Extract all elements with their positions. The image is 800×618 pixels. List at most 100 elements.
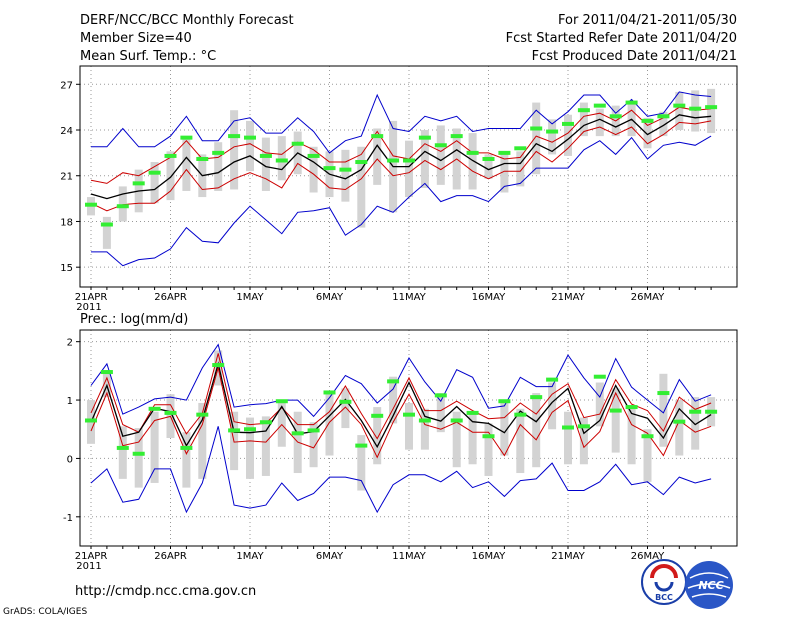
- prec-box-day-19: [373, 407, 382, 465]
- prec-ytick-label: 0: [67, 454, 73, 465]
- variable-label: Mean Surf. Temp.: °C: [80, 49, 216, 64]
- fcst-produced-date: Fcst Produced Date 2011/04/21: [532, 49, 737, 64]
- temp-observed-marker-day-11: [244, 135, 256, 140]
- temp-observed-marker-day-24: [450, 134, 463, 139]
- prec-observed-marker-day-5: [148, 406, 161, 411]
- temp-box-day-28: [516, 151, 525, 187]
- prec-box-day-25: [468, 411, 477, 465]
- prec-box-day-28: [516, 408, 525, 474]
- prec-box-day-39: [691, 397, 700, 450]
- prec-observed-marker-day-19: [371, 413, 384, 418]
- prec-observed-marker-day-2: [100, 370, 113, 375]
- prec-ytick-label: 1: [67, 396, 73, 407]
- temp-box-day-5: [150, 162, 159, 204]
- prec-observed-marker-day-34: [609, 408, 622, 413]
- prec-observed-marker-day-18: [355, 443, 368, 448]
- member-size-label: Member Size=40: [80, 31, 192, 46]
- temp-line-lower: [90, 120, 712, 212]
- temp-observed-marker-day-17: [339, 167, 352, 172]
- temp-box-day-10: [230, 110, 239, 190]
- temp-observed-marker-day-31: [562, 121, 574, 126]
- grads-credit: GrADS: COLA/IGES: [3, 607, 87, 617]
- prec-observed-marker-day-7: [180, 445, 193, 450]
- temp-observed-marker-day-30: [546, 129, 559, 134]
- bcc-logo-text: BCC: [655, 593, 673, 602]
- source-url[interactable]: http://cmdp.ncc.cma.gov.cn: [75, 584, 256, 599]
- temp-box-day-25: [468, 133, 477, 190]
- prec-xtick-label: 11MAY: [392, 551, 426, 562]
- temp-box-day-30: [548, 119, 557, 155]
- ncc-logo-grid-icon: [687, 572, 731, 598]
- temp-xtick-label: 26MAY: [631, 292, 665, 303]
- temp-box-day-39: [691, 90, 700, 132]
- temp-box-day-23: [436, 125, 445, 185]
- prec-observed-marker-day-13: [275, 399, 288, 404]
- temp-box-day-27: [500, 151, 509, 193]
- temp-observed-marker-day-27: [498, 150, 511, 155]
- temp-observed-marker-day-13: [275, 158, 288, 163]
- prec-observed-marker-day-29: [530, 395, 543, 400]
- bcc-logo: BCC: [641, 559, 687, 605]
- prec-box-day-29: [532, 393, 541, 468]
- prec-box-day-35: [627, 408, 636, 465]
- prec-observed-marker-day-35: [625, 405, 638, 410]
- temp-observed-marker-day-39: [689, 106, 702, 111]
- prec-line-upper: [90, 353, 712, 440]
- temp-xtick-label: 21MAY: [551, 292, 585, 303]
- temp-ytick-label: 21: [60, 172, 73, 183]
- prec-observed-marker-day-21: [403, 412, 415, 417]
- temp-box-day-12: [261, 137, 270, 191]
- prec-box-day-31: [564, 411, 572, 465]
- temp-box-day-17: [341, 149, 350, 202]
- prec-observed-marker-day-37: [657, 391, 670, 396]
- temp-box-day-32: [579, 102, 588, 137]
- prec-line-lower: [90, 367, 712, 459]
- prec-box-day-16: [325, 391, 334, 456]
- prec-observed-marker-day-8: [196, 412, 209, 417]
- temp-observed-marker-day-22: [418, 135, 431, 140]
- temp-box-day-40: [707, 88, 716, 134]
- prec-box-day-22: [420, 408, 429, 450]
- temp-ytick-label: 18: [60, 217, 73, 228]
- prec-observed-marker-day-23: [434, 393, 447, 398]
- prec-xtick-label: 16MAY: [472, 551, 506, 562]
- prec-box-day-24: [452, 411, 461, 468]
- temp-observed-marker-day-25: [466, 150, 479, 155]
- prec-xtick-label: 6MAY: [316, 551, 344, 562]
- temp-observed-marker-day-26: [482, 156, 495, 161]
- prec-observed-marker-day-14: [291, 431, 304, 436]
- prec-box-day-21: [405, 402, 413, 450]
- prec-xtick-label: 1MAY: [236, 551, 264, 562]
- temp-box-day-15: [309, 146, 318, 193]
- temp-box-day-2: [102, 216, 111, 249]
- prec-observed-marker-day-12: [259, 420, 272, 425]
- temp-observed-marker-day-10: [228, 134, 241, 139]
- prec-xtick-label: 21APR: [75, 551, 108, 562]
- prec-box-day-4: [134, 428, 143, 488]
- prec-line-min: [90, 426, 712, 514]
- prec-observed-marker-day-27: [498, 399, 511, 404]
- temp-ytick-label: 27: [60, 80, 73, 91]
- chart-title: DERF/NCC/BCC Monthly Forecast: [80, 13, 294, 28]
- temp-observed-marker-day-4: [132, 181, 145, 186]
- prec-box-day-5: [150, 411, 159, 483]
- temp-ytick-label: 24: [60, 126, 73, 137]
- prec-box-day-33: [595, 382, 604, 427]
- temp-observed-marker-day-28: [514, 146, 527, 151]
- prec-box-day-18: [357, 435, 366, 491]
- prec-observed-marker-day-31: [562, 425, 574, 430]
- prec-observed-marker-day-32: [577, 424, 590, 429]
- bcc-logo-wave-icon: [654, 581, 674, 592]
- prec-box-day-8: [198, 402, 207, 479]
- temp-box-day-26: [484, 154, 493, 179]
- ncc-logo-globe-icon: [685, 561, 733, 609]
- prec-box-day-32: [579, 417, 588, 465]
- temp-observed-marker-day-40: [705, 105, 718, 110]
- prec-observed-marker-day-26: [482, 434, 495, 439]
- prec-observed-marker-day-24: [450, 418, 463, 423]
- temp-ytick-label: 15: [60, 263, 73, 274]
- temp-observed-marker-day-5: [148, 170, 161, 175]
- prec-box-day-3: [118, 426, 127, 479]
- temp-observed-marker-day-8: [196, 156, 209, 161]
